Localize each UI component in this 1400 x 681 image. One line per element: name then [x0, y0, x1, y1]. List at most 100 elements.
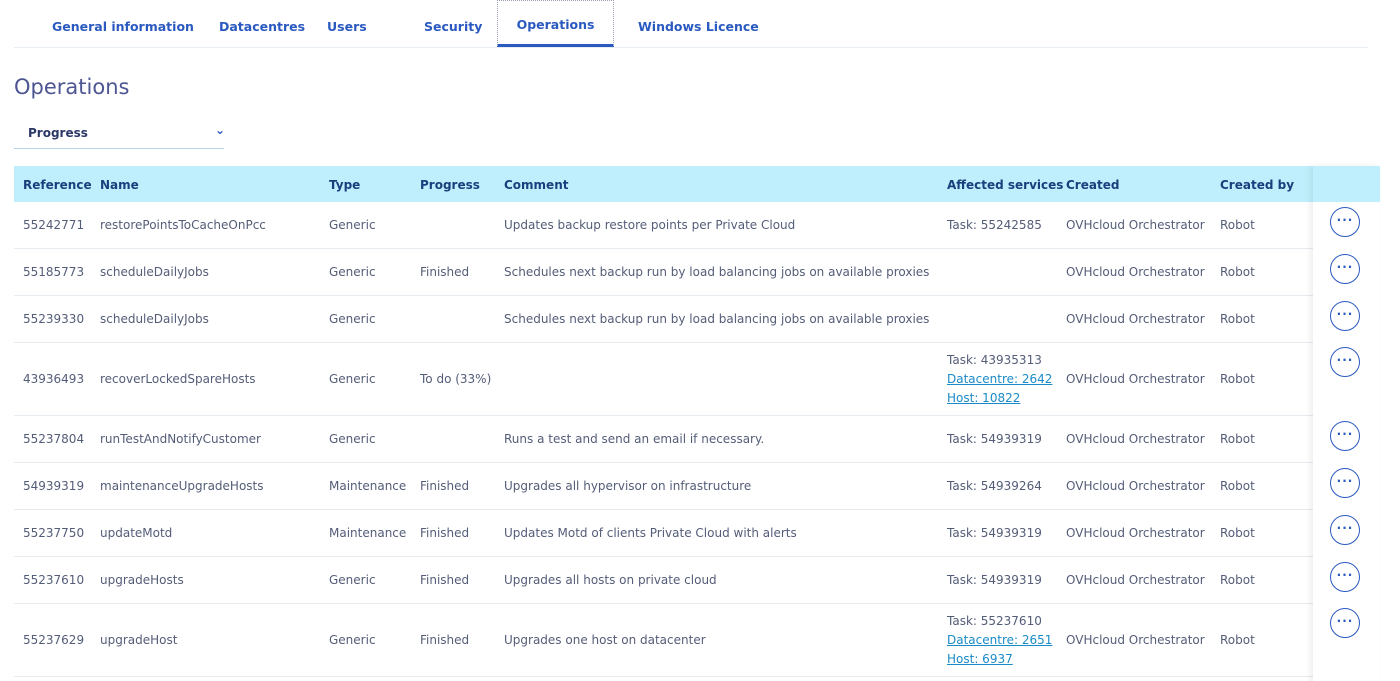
reference-cell: 43936493	[23, 372, 85, 386]
reference-cell: 55237610	[23, 573, 85, 587]
row-actions-button[interactable]: ···	[1330, 515, 1360, 545]
reference-cell: 55242771	[23, 218, 85, 232]
row-actions-button[interactable]: ···	[1330, 468, 1360, 498]
affected-services-cell: Task: 43935313 Datacentre: 2642 Host: 1082…	[947, 343, 1052, 415]
row-actions-button[interactable]: ···	[1330, 562, 1360, 592]
type-cell: Maintenance	[329, 526, 407, 540]
column-header-created[interactable]: Created	[1066, 178, 1120, 192]
reference-cell: 55237750	[23, 526, 85, 540]
reference-cell: 55237804	[23, 432, 85, 446]
column-header-reference[interactable]: Reference	[23, 178, 92, 192]
column-header-comment[interactable]: Comment	[504, 178, 569, 192]
row-actions-button[interactable]: ···	[1330, 608, 1360, 638]
tab-users[interactable]: Users	[327, 19, 367, 34]
progress-filter-select[interactable]: Progress ⌄	[14, 121, 226, 149]
progress-filter-value: Progress	[28, 126, 88, 140]
table-header: Reference Name Type Progress Comment Aff…	[14, 166, 1380, 202]
operation-name-cell: upgradeHost	[100, 633, 178, 647]
progress-cell: To do (33%)	[420, 372, 492, 386]
tab-windows-licence[interactable]: Windows Licence	[638, 19, 759, 34]
created-by-cell: Robot	[1220, 372, 1255, 386]
affected-services-cell: Task: 55242585	[947, 202, 1042, 248]
actions-column: ··· ··· ··· ··· ··· ··· ··· ··· ···	[1313, 166, 1380, 681]
row-actions-button[interactable]: ···	[1330, 347, 1360, 377]
operation-name-cell: restorePointsToCacheOnPcc	[100, 218, 266, 232]
created-cell: OVHcloud Orchestrator	[1066, 526, 1205, 540]
table-row: 55237750 updateMotd Maintenance Finished Upd…	[14, 510, 1314, 557]
created-cell: OVHcloud Orchestrator	[1066, 265, 1205, 279]
more-options-icon: ···	[1336, 568, 1354, 582]
tab-general-information[interactable]: General information	[52, 19, 194, 34]
created-cell: OVHcloud Orchestrator	[1066, 312, 1205, 326]
created-by-cell: Robot	[1220, 312, 1255, 326]
type-cell: Maintenance	[329, 479, 407, 493]
progress-cell: Finished	[420, 479, 470, 493]
affected-service-link[interactable]: Host: 10822	[947, 390, 1021, 405]
reference-cell: 55185773	[23, 265, 85, 279]
more-options-icon: ···	[1336, 474, 1354, 488]
affected-service-task: Task: 54939264	[947, 478, 1042, 493]
more-options-icon: ···	[1336, 427, 1354, 441]
more-options-icon: ···	[1336, 213, 1354, 227]
type-cell: Generic	[329, 372, 376, 386]
operation-name-cell: runTestAndNotifyCustomer	[100, 432, 261, 446]
table-row: 55185773 scheduleDailyJobs Generic Finished…	[14, 249, 1314, 296]
column-header-name[interactable]: Name	[100, 178, 139, 192]
affected-services-cell: Task: 54939319	[947, 557, 1042, 603]
chevron-down-icon: ⌄	[215, 123, 226, 137]
comment-cell: Runs a test and send an email if necessa…	[504, 432, 765, 446]
created-by-cell: Robot	[1220, 218, 1255, 232]
more-options-icon: ···	[1336, 260, 1354, 274]
column-header-type[interactable]: Type	[329, 178, 361, 192]
created-cell: OVHcloud Orchestrator	[1066, 372, 1205, 386]
table-row: 55239330 scheduleDailyJobs Generic Schedule…	[14, 296, 1314, 343]
page-title: Operations	[14, 75, 130, 99]
tab-security[interactable]: Security	[424, 19, 483, 34]
affected-service-task: Task: 55237610	[947, 613, 1042, 628]
column-header-progress[interactable]: Progress	[420, 178, 480, 192]
tab-datacentres[interactable]: Datacentres	[219, 19, 306, 34]
type-cell: Generic	[329, 432, 376, 446]
comment-cell: Updates backup restore points per Privat…	[504, 218, 796, 232]
affected-service-task: Task: 54939319	[947, 525, 1042, 540]
created-by-cell: Robot	[1220, 526, 1255, 540]
progress-cell: Finished	[420, 265, 470, 279]
more-options-icon: ···	[1336, 353, 1354, 367]
affected-service-link[interactable]: Datacentre: 2642	[947, 371, 1053, 386]
created-by-cell: Robot	[1220, 432, 1255, 446]
affected-services-cell: Task: 54939264	[947, 463, 1042, 509]
progress-cell: Finished	[420, 633, 470, 647]
table-row: 55237804 runTestAndNotifyCustomer Generic R…	[14, 416, 1314, 463]
created-cell: OVHcloud Orchestrator	[1066, 573, 1205, 587]
type-cell: Generic	[329, 633, 376, 647]
comment-cell: Schedules next backup run by load balanc…	[504, 312, 930, 326]
type-cell: Generic	[329, 312, 376, 326]
row-actions-button[interactable]: ···	[1330, 421, 1360, 451]
column-header-affected-services[interactable]: Affected services	[947, 178, 1064, 192]
more-options-icon: ···	[1336, 614, 1354, 628]
created-cell: OVHcloud Orchestrator	[1066, 432, 1205, 446]
created-by-cell: Robot	[1220, 633, 1255, 647]
table-row: 43936493 recoverLockedSpareHosts Generic To…	[14, 343, 1314, 416]
row-actions-button[interactable]: ···	[1330, 254, 1360, 284]
table-row: 55237610 upgradeHosts Generic Finished Upgra…	[14, 557, 1314, 604]
reference-cell: 54939319	[23, 479, 85, 493]
row-actions-button[interactable]: ···	[1330, 301, 1360, 331]
operation-name-cell: scheduleDailyJobs	[100, 312, 209, 326]
created-cell: OVHcloud Orchestrator	[1066, 633, 1205, 647]
affected-service-task: Task: 54939319	[947, 572, 1042, 587]
affected-service-link[interactable]: Host: 6937	[947, 651, 1013, 666]
tab-bar: General information Datacentres Users Se…	[14, 0, 1368, 48]
type-cell: Generic	[329, 218, 376, 232]
table-row: 55242771 restorePointsToCacheOnPcc Generic…	[14, 202, 1314, 249]
affected-services-cell: Task: 54939319	[947, 416, 1042, 462]
affected-service-link[interactable]: Datacentre: 2651	[947, 632, 1053, 647]
column-header-created-by[interactable]: Created by	[1220, 178, 1295, 192]
operation-name-cell: updateMotd	[100, 526, 173, 540]
table-row: 55237629 upgradeHost Generic Finished Upgrad…	[14, 604, 1314, 677]
operation-name-cell: upgradeHosts	[100, 573, 184, 587]
created-by-cell: Robot	[1220, 573, 1255, 587]
more-options-icon: ···	[1336, 521, 1354, 535]
tab-operations[interactable]: Operations	[497, 0, 614, 47]
row-actions-button[interactable]: ···	[1330, 207, 1360, 237]
